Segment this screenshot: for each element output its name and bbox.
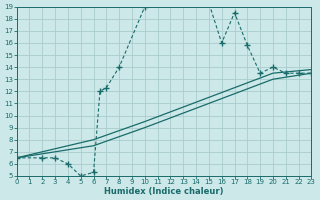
X-axis label: Humidex (Indice chaleur): Humidex (Indice chaleur) [104, 187, 224, 196]
